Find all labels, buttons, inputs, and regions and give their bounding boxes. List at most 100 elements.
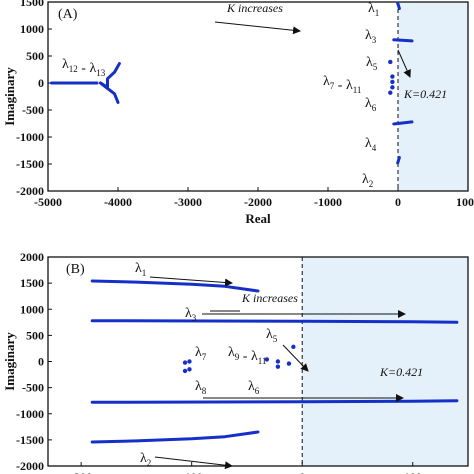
series-lambda6 [388, 90, 393, 95]
y-tick-label: -1500 [16, 433, 44, 447]
series-lambda2 [90, 430, 260, 444]
y-tick-label: 500 [26, 328, 44, 342]
series-lambda1 [90, 279, 260, 293]
root-locus-branch [90, 279, 260, 293]
series-label-lambda7-lambda11: λ7 - λ11 [323, 74, 361, 95]
y-tick-label: -2000 [16, 184, 44, 198]
k-threshold-label: K=0.421 [379, 365, 423, 379]
k-increases-arrow [214, 21, 301, 35]
y-tick-label: 0 [38, 355, 44, 369]
y-tick-label: -2000 [16, 459, 44, 473]
series-label-lambda9-lambda11: λ9 - λ11 [228, 345, 266, 366]
series-lambda5 [291, 344, 296, 350]
y-tick-label: -1000 [16, 407, 44, 421]
x-tick-label: 0 [299, 470, 305, 474]
x-tick-label: 1000 [456, 195, 474, 209]
root-locus-point [264, 357, 270, 362]
root-locus-branch [90, 319, 459, 324]
series-lambda3 [90, 319, 459, 324]
root-locus-point [187, 367, 192, 372]
x-axis-label: Real [245, 211, 271, 226]
x-tick-label: -3000 [174, 195, 202, 209]
root-locus-point [390, 79, 395, 85]
series-label-lambda3: λ3 [365, 28, 377, 45]
series-lambda4 [90, 399, 459, 404]
k-threshold-arrow [397, 49, 411, 78]
series-label-lambda12-lambda13: λ12 - λ13 [62, 57, 106, 78]
root-locus-point [388, 59, 393, 65]
root-locus-point [390, 74, 395, 79]
root-locus-point [187, 359, 192, 364]
series-label-lambda2: λ2 [140, 451, 151, 468]
x-tick-label: -1000 [314, 195, 342, 209]
y-tick-label: 1500 [20, 0, 44, 9]
y-tick-label: 1500 [20, 276, 44, 290]
series-lambda7 [182, 359, 192, 365]
series-lambda12-to-lambda13 [50, 62, 121, 104]
k-threshold-label: K=0.421 [403, 87, 447, 101]
root-locus-point [388, 90, 393, 95]
root-locus-branch [90, 430, 260, 444]
panel-label: (A) [58, 7, 78, 22]
series-label-lambda7: λ7 [195, 345, 207, 362]
k-threshold-arrow [282, 344, 309, 372]
lambda2-arrow [154, 456, 233, 470]
unstable-region [302, 257, 468, 466]
root-locus-branch [396, 156, 401, 165]
y-tick-label: 1000 [20, 302, 44, 316]
series-label-lambda5: λ5 [266, 327, 278, 344]
series-label-lambda1: λ1 [135, 261, 146, 278]
series-lambda5 [388, 59, 393, 65]
root-locus-point [182, 360, 188, 365]
y-axis-label: Imaginary [2, 67, 17, 126]
series-lambda6 [275, 364, 281, 369]
x-tick-label: -200 [70, 470, 92, 474]
series-label-lambda3: λ3 [185, 306, 197, 323]
y-tick-label: 0 [38, 76, 44, 90]
y-tick-label: -1000 [16, 130, 44, 144]
panel-b: -2000-1500-1000-5000500100015002000-200-… [2, 250, 469, 474]
root-locus-branch [396, 1, 401, 10]
root-locus-branch [90, 399, 459, 404]
x-tick-label: -4000 [104, 195, 132, 209]
series-lambda7-to-lambda11 [390, 74, 395, 90]
root-locus-point [286, 361, 292, 366]
series-label-lambda6: λ6 [248, 379, 260, 396]
y-tick-label: -1500 [16, 157, 44, 171]
root-locus-point [275, 359, 281, 364]
unstable-region [398, 2, 468, 191]
root-locus-point [390, 85, 395, 90]
x-tick-label: 100 [404, 470, 422, 474]
y-axis-label: Imaginary [2, 332, 17, 391]
series-label-lambda1: λ1 [368, 1, 379, 18]
series-label-lambda8: λ8 [195, 379, 207, 396]
series-label-lambda5: λ5 [366, 55, 378, 72]
series-lambda4 [392, 120, 414, 126]
series-lambda1 [396, 1, 401, 10]
series-label-lambda2: λ2 [362, 172, 373, 189]
root-locus-branch [392, 120, 414, 126]
series-lambda8 [182, 367, 192, 374]
x-tick-label: -2000 [244, 195, 272, 209]
root-locus-point [182, 368, 188, 374]
series-label-lambda4: λ4 [365, 136, 377, 153]
series-label-lambda6: λ6 [365, 96, 377, 113]
series-lambda3 [392, 38, 414, 43]
series-lambda2 [396, 156, 401, 165]
lambda1-arrow [149, 276, 233, 287]
y-tick-label: 2000 [20, 250, 44, 264]
series-lambda9-to-lambda11 [264, 357, 292, 366]
y-tick-label: -500 [22, 103, 44, 117]
x-tick-label: 0 [395, 195, 401, 209]
y-tick-label: -500 [22, 381, 44, 395]
y-tick-label: 500 [26, 49, 44, 63]
x-tick-label: -5000 [34, 195, 62, 209]
root-locus-branch [392, 38, 414, 43]
root-locus-point [291, 344, 296, 350]
root-locus-branch [99, 81, 120, 104]
x-tick-label: -100 [181, 470, 203, 474]
panel-label: (B) [66, 262, 85, 277]
k-increases-label: K increases [241, 291, 298, 305]
